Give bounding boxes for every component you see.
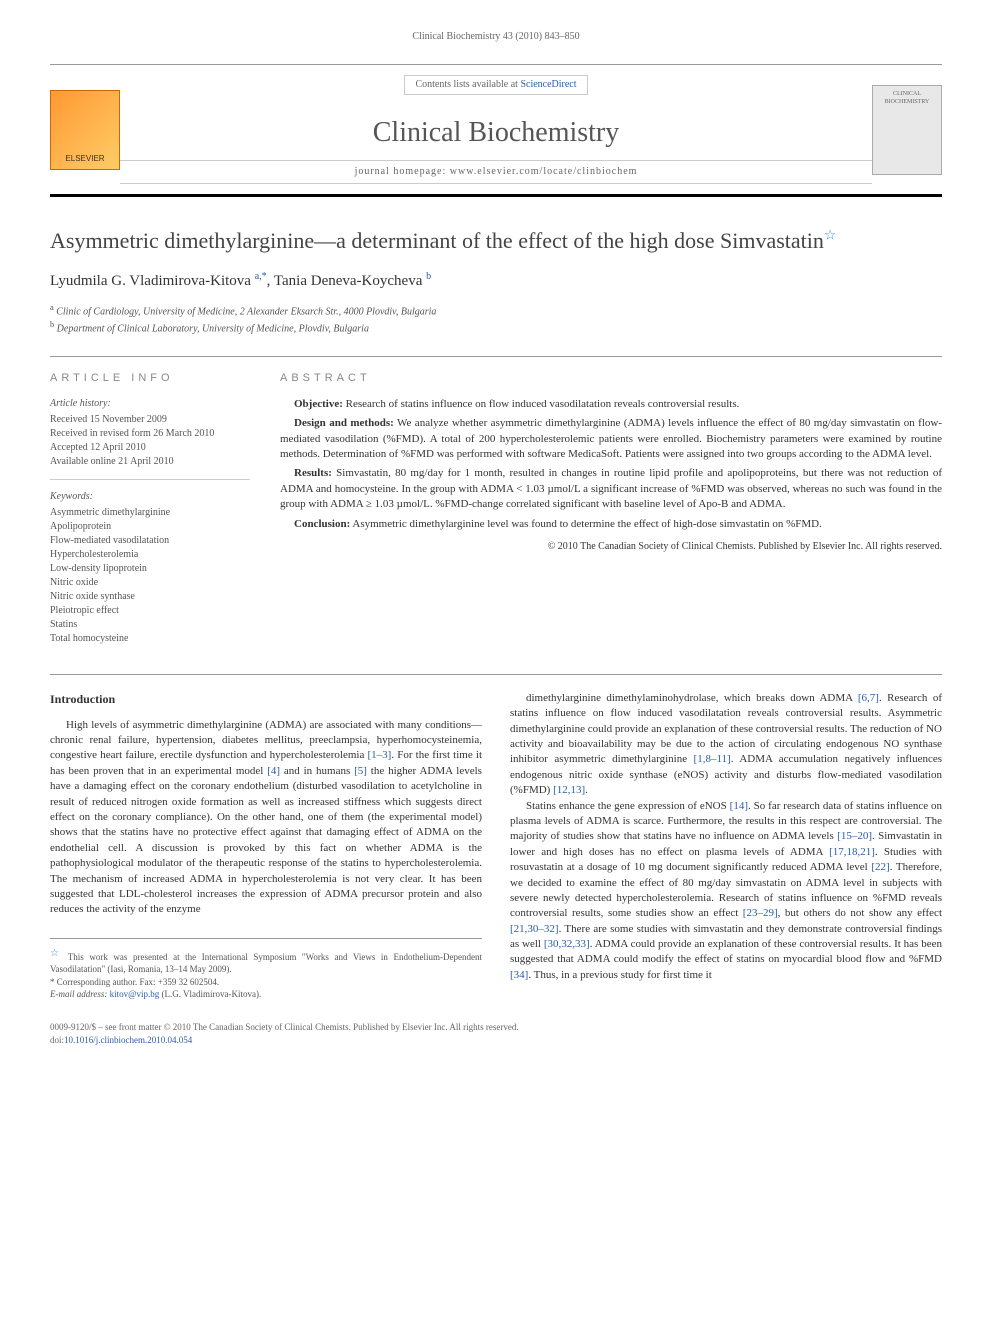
history-line: Available online 21 April 2010	[50, 455, 250, 469]
keyword: Asymmetric dimethylarginine	[50, 506, 250, 520]
cover-text: CLINICAL BIOCHEMISTRY	[885, 91, 930, 105]
running-head: Clinical Biochemistry 43 (2010) 843–850	[50, 30, 942, 44]
footnotes: ☆ This work was presented at the Interna…	[50, 938, 482, 1001]
body-columns: Introduction High levels of asymmetric d…	[50, 674, 942, 1001]
affiliation-text: Department of Clinical Laboratory, Unive…	[57, 323, 369, 334]
homepage-url: www.elsevier.com/locate/clinbiochem	[450, 166, 638, 177]
abstract-column: ABSTRACT Objective: Research of statins …	[280, 371, 942, 645]
email-link[interactable]: kitov@vip.bg	[110, 989, 160, 999]
article-title: Asymmetric dimethylarginine—a determinan…	[50, 227, 942, 256]
sciencedirect-link[interactable]: ScienceDirect	[520, 79, 576, 90]
history-line: Accepted 12 April 2010	[50, 441, 250, 455]
star-icon: ☆	[50, 948, 62, 959]
abstract-text: Objective: Research of statins influence…	[280, 397, 942, 532]
email-label: E-mail address:	[50, 989, 110, 999]
publisher-name: ELSEVIER	[65, 153, 104, 164]
footnote-corresponding: * Corresponding author. Fax: +359 32 602…	[50, 976, 482, 989]
keyword: Pleiotropic effect	[50, 604, 250, 618]
body-column-left: Introduction High levels of asymmetric d…	[50, 691, 482, 1001]
affiliations: a Clinic of Cardiology, University of Me…	[50, 302, 942, 337]
article-history-block: Article history: Received 15 November 20…	[50, 397, 250, 480]
abstract-lead: Results:	[294, 467, 332, 479]
affiliation-text: Clinic of Cardiology, University of Medi…	[56, 306, 436, 317]
author-list: Lyudmila G. Vladimirova-Kitova a,*, Tani…	[50, 270, 942, 292]
abstract-lead: Objective:	[294, 398, 343, 410]
author-name: Tania Deneva-Koycheva	[274, 273, 422, 289]
abstract-lead: Design and methods:	[294, 417, 394, 429]
doi-value[interactable]: 10.1016/j.clinbiochem.2010.04.054	[64, 1035, 192, 1045]
intro-paragraph: High levels of asymmetric dimethylargini…	[50, 718, 482, 918]
history-heading: Article history:	[50, 397, 250, 411]
journal-cover-thumb: CLINICAL BIOCHEMISTRY	[872, 85, 942, 175]
author-name: Lyudmila G. Vladimirova-Kitova	[50, 273, 251, 289]
intro-paragraph: Statins enhance the gene expression of e…	[510, 799, 942, 984]
footnote-text: Corresponding author. Fax: +359 32 60250…	[57, 977, 219, 987]
front-matter-line: 0009-9120/$ – see front matter © 2010 Th…	[50, 1021, 942, 1034]
author-mark: b	[426, 271, 431, 282]
abstract-paragraph: Results: Simvastatin, 80 mg/day for 1 mo…	[280, 466, 942, 512]
info-abstract-row: ARTICLE INFO Article history: Received 1…	[50, 356, 942, 645]
article-info-column: ARTICLE INFO Article history: Received 1…	[50, 371, 250, 645]
article-info-label: ARTICLE INFO	[50, 371, 250, 386]
affiliation-mark: b	[50, 320, 54, 329]
abstract-body: Asymmetric dimethylarginine level was fo…	[350, 518, 822, 530]
keyword: Hypercholesterolemia	[50, 548, 250, 562]
abstract-copyright: © 2010 The Canadian Society of Clinical …	[280, 540, 942, 554]
keyword: Low-density lipoprotein	[50, 562, 250, 576]
doi-line: doi:10.1016/j.clinbiochem.2010.04.054	[50, 1034, 942, 1047]
abstract-paragraph: Design and methods: We analyze whether a…	[280, 416, 942, 462]
homepage-prefix: journal homepage:	[355, 166, 450, 177]
keyword: Total homocysteine	[50, 632, 250, 646]
intro-heading: Introduction	[50, 691, 482, 708]
history-line: Received in revised form 26 March 2010	[50, 427, 250, 441]
contents-available-line: Contents lists available at ScienceDirec…	[404, 75, 587, 95]
journal-title: Clinical Biochemistry	[120, 113, 872, 152]
footnote-email: E-mail address: kitov@vip.bg (L.G. Vladi…	[50, 988, 482, 1001]
contents-prefix: Contents lists available at	[415, 79, 520, 90]
affiliation: a Clinic of Cardiology, University of Me…	[50, 302, 942, 319]
abstract-paragraph: Objective: Research of statins influence…	[280, 397, 942, 412]
footnote-text: This work was presented at the Internati…	[50, 952, 482, 975]
bottom-matter: 0009-9120/$ – see front matter © 2010 Th…	[50, 1021, 942, 1046]
author-separator: ,	[267, 273, 274, 289]
title-text: Asymmetric dimethylarginine—a determinan…	[50, 228, 824, 253]
intro-paragraph: dimethylarginine dimethylaminohydrolase,…	[510, 691, 942, 799]
footnote-presentation: ☆ This work was presented at the Interna…	[50, 947, 482, 976]
doi-label: doi:	[50, 1035, 64, 1045]
affiliation: b Department of Clinical Laboratory, Uni…	[50, 319, 942, 336]
masthead: ELSEVIER Contents lists available at Sci…	[50, 64, 942, 197]
keywords-block: Keywords: Asymmetric dimethylarginine Ap…	[50, 490, 250, 646]
abstract-label: ABSTRACT	[280, 371, 942, 386]
affiliation-mark: a	[50, 303, 54, 312]
title-footnote-star-icon: ☆	[824, 229, 837, 244]
history-line: Received 15 November 2009	[50, 413, 250, 427]
author-mark: a,*	[255, 271, 267, 282]
abstract-paragraph: Conclusion: Asymmetric dimethylarginine …	[280, 517, 942, 532]
keyword: Nitric oxide	[50, 576, 250, 590]
email-suffix: (L.G. Vladimirova-Kitova).	[159, 989, 261, 999]
abstract-body: Simvastatin, 80 mg/day for 1 month, resu…	[280, 467, 942, 510]
keyword: Apolipoprotein	[50, 520, 250, 534]
journal-homepage-line: journal homepage: www.elsevier.com/locat…	[120, 160, 872, 184]
keyword: Statins	[50, 618, 250, 632]
abstract-body: Research of statins influence on flow in…	[343, 398, 740, 410]
keyword: Flow-mediated vasodilatation	[50, 534, 250, 548]
body-column-right: dimethylarginine dimethylaminohydrolase,…	[510, 691, 942, 1001]
keyword: Nitric oxide synthase	[50, 590, 250, 604]
masthead-center: Contents lists available at ScienceDirec…	[120, 75, 872, 184]
keywords-heading: Keywords:	[50, 490, 250, 504]
publisher-logo: ELSEVIER	[50, 90, 120, 170]
abstract-lead: Conclusion:	[294, 518, 350, 530]
